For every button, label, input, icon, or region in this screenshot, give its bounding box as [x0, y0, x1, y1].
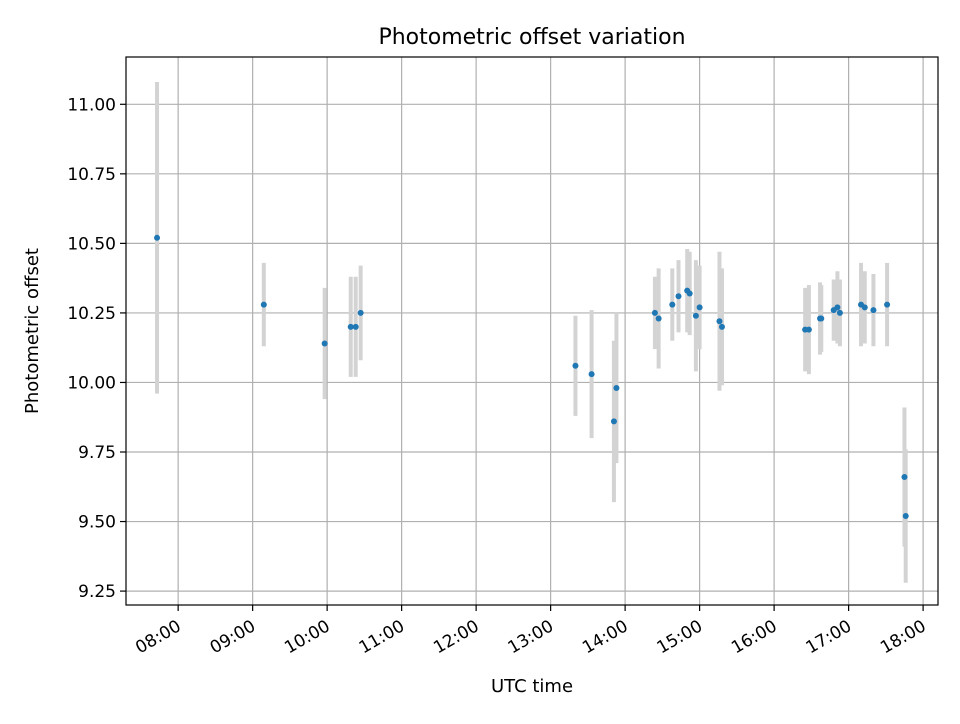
data-point	[154, 234, 161, 241]
plot-frame	[125, 56, 939, 606]
data-point	[610, 418, 617, 425]
data-points	[154, 234, 909, 519]
data-point	[805, 326, 812, 333]
data-point	[613, 385, 620, 392]
data-point	[669, 301, 676, 308]
y-tick-label: 11.00	[67, 95, 116, 115]
data-point	[260, 301, 267, 308]
data-point	[655, 315, 662, 322]
y-axis-label: Photometric offset	[22, 248, 43, 414]
y-tick-label: 9.75	[78, 443, 116, 463]
y-tick-label: 9.25	[78, 582, 116, 602]
data-point	[692, 312, 699, 319]
data-point	[901, 474, 908, 481]
data-point	[572, 362, 579, 369]
y-tick-label: 10.00	[67, 373, 116, 393]
data-point	[321, 340, 328, 347]
x-axis-label: UTC time	[491, 676, 573, 697]
data-point	[651, 309, 658, 316]
data-point	[347, 323, 354, 330]
data-point	[902, 512, 909, 519]
data-point	[352, 323, 359, 330]
data-point	[834, 304, 841, 311]
data-point	[686, 290, 693, 297]
data-point	[718, 323, 725, 330]
grid-lines	[126, 57, 938, 605]
data-point	[870, 307, 877, 314]
y-tick-label: 9.50	[78, 513, 116, 533]
data-point	[675, 293, 682, 300]
data-point	[696, 304, 703, 311]
chart-title: Photometric offset variation	[378, 25, 685, 50]
data-point	[716, 318, 723, 325]
data-point	[884, 301, 891, 308]
y-axis-ticks: 9.25 9.50 9.75 10.00 10.25 10.50 10.75 11.00	[67, 95, 126, 602]
y-tick-label: 10.50	[67, 234, 116, 254]
data-point	[836, 309, 843, 316]
y-tick-label: 10.75	[67, 165, 116, 185]
y-tick-label: 10.25	[67, 304, 116, 324]
data-point	[861, 304, 868, 311]
data-point	[588, 371, 595, 378]
data-point	[357, 309, 364, 316]
data-point	[818, 315, 825, 322]
